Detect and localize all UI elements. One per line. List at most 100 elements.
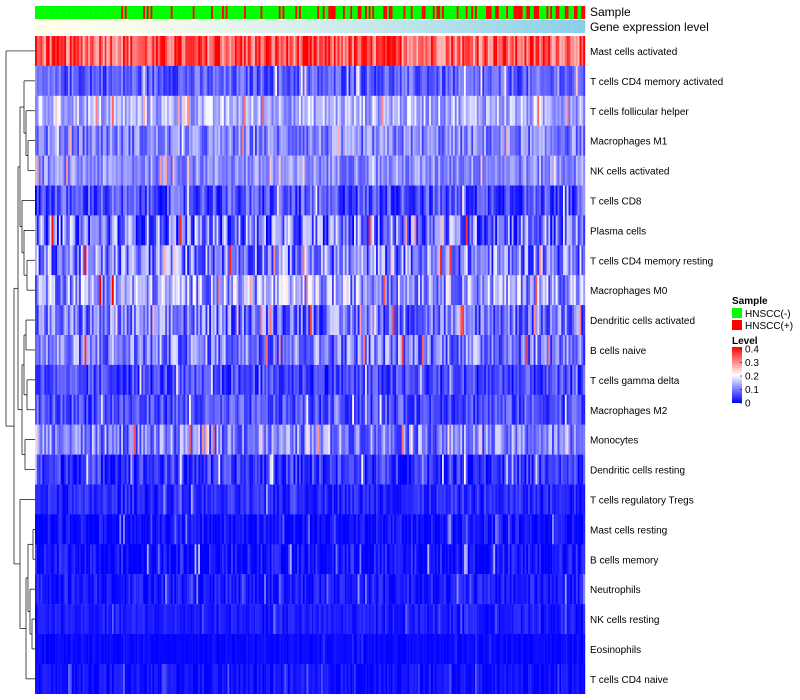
sample-annotation-cell bbox=[245, 6, 248, 19]
heatmap-cell bbox=[511, 65, 514, 96]
heatmap-cell bbox=[245, 364, 248, 395]
sample-annotation-cell bbox=[414, 6, 417, 19]
heatmap-cell bbox=[141, 125, 144, 156]
heatmap-cell bbox=[557, 335, 560, 366]
expression-annotation-cell bbox=[498, 20, 501, 33]
heatmap-cell bbox=[427, 185, 430, 216]
heatmap-cell bbox=[570, 215, 573, 246]
heatmap-cell bbox=[429, 125, 432, 156]
heatmap-cell bbox=[280, 155, 283, 186]
heatmap-cell bbox=[478, 215, 481, 246]
expression-annotation-cell bbox=[216, 20, 219, 33]
heatmap-cell bbox=[49, 95, 52, 126]
heatmap-cell bbox=[442, 125, 445, 156]
heatmap-cell bbox=[110, 305, 113, 336]
expression-annotation-cell bbox=[361, 20, 364, 33]
heatmap-cell bbox=[234, 185, 237, 216]
sample-annotation-cell bbox=[440, 6, 443, 19]
heatmap-cell bbox=[102, 424, 105, 455]
heatmap-cell bbox=[399, 36, 402, 67]
expression-annotation-cell bbox=[240, 20, 243, 33]
heatmap-cell bbox=[260, 155, 263, 186]
heatmap-cell bbox=[271, 275, 274, 306]
sample-annotation-cell bbox=[526, 6, 529, 19]
heatmap-cell bbox=[559, 36, 562, 67]
heatmap-cell bbox=[181, 394, 184, 425]
heatmap-cell bbox=[387, 155, 390, 186]
heatmap-cell bbox=[244, 394, 247, 425]
heatmap-cell bbox=[123, 125, 126, 156]
heatmap-cell bbox=[405, 125, 408, 156]
sample-annotation-cell bbox=[421, 6, 424, 19]
heatmap-cell bbox=[482, 95, 485, 126]
heatmap-cell bbox=[449, 424, 452, 455]
heatmap-cell bbox=[273, 364, 276, 395]
heatmap-cell bbox=[40, 125, 43, 156]
heatmap-cell bbox=[167, 454, 170, 485]
sample-annotation-cell bbox=[38, 6, 41, 19]
heatmap-cell bbox=[506, 245, 509, 276]
sample-annotation-cell bbox=[167, 6, 170, 19]
heatmap-cell bbox=[297, 155, 300, 186]
heatmap-cell bbox=[295, 305, 298, 336]
heatmap-cell bbox=[539, 185, 542, 216]
heatmap-cell bbox=[207, 305, 210, 336]
heatmap-cell bbox=[157, 95, 160, 126]
heatmap-cell bbox=[86, 185, 89, 216]
heatmap-cell bbox=[553, 125, 556, 156]
heatmap-cell bbox=[275, 185, 278, 216]
heatmap-cell bbox=[115, 245, 118, 276]
heatmap-cell bbox=[374, 155, 377, 186]
heatmap-cell bbox=[407, 424, 410, 455]
heatmap-cell bbox=[478, 155, 481, 186]
heatmap-cell bbox=[354, 275, 357, 306]
heatmap-cell bbox=[376, 215, 379, 246]
heatmap-cell bbox=[515, 275, 518, 306]
heatmap-cell bbox=[341, 424, 344, 455]
heatmap-cell bbox=[557, 95, 560, 126]
heatmap-cell bbox=[93, 155, 96, 186]
heatmap-cell bbox=[577, 394, 580, 425]
heatmap-cell bbox=[550, 394, 553, 425]
expression-annotation-cell bbox=[539, 20, 542, 33]
heatmap-cell bbox=[161, 245, 164, 276]
heatmap-cell bbox=[170, 394, 173, 425]
heatmap-cell bbox=[79, 454, 82, 485]
heatmap-cell bbox=[203, 36, 206, 67]
heatmap-cell bbox=[299, 155, 302, 186]
heatmap-cell bbox=[368, 305, 371, 336]
heatmap-cell bbox=[238, 185, 241, 216]
heatmap-cell bbox=[519, 364, 522, 395]
heatmap-cell bbox=[508, 275, 511, 306]
sample-annotation-cell bbox=[115, 6, 118, 19]
heatmap-cell bbox=[315, 394, 318, 425]
expression-annotation-cell bbox=[205, 20, 208, 33]
heatmap-cell bbox=[51, 305, 54, 336]
heatmap-cell bbox=[143, 275, 146, 306]
heatmap-cell bbox=[337, 305, 340, 336]
heatmap-cell bbox=[91, 245, 94, 276]
heatmap-cell bbox=[427, 65, 430, 96]
heatmap-cell bbox=[168, 394, 171, 425]
heatmap-cell bbox=[134, 305, 137, 336]
heatmap-cell bbox=[346, 36, 349, 67]
heatmap-cell bbox=[168, 335, 171, 366]
heatmap-cell bbox=[363, 424, 366, 455]
heatmap-cell bbox=[464, 215, 467, 246]
expression-annotation-cell bbox=[128, 20, 131, 33]
heatmap-cell bbox=[385, 65, 388, 96]
heatmap-cell bbox=[152, 275, 155, 306]
heatmap-cell bbox=[465, 394, 468, 425]
heatmap-cell bbox=[537, 36, 540, 67]
heatmap-cell bbox=[542, 36, 545, 67]
heatmap-cell bbox=[130, 215, 133, 246]
heatmap-cell bbox=[487, 155, 490, 186]
heatmap-cell bbox=[449, 364, 452, 395]
heatmap-cell bbox=[137, 305, 140, 336]
heatmap-cell bbox=[456, 275, 459, 306]
heatmap-cell bbox=[445, 65, 448, 96]
heatmap-cell bbox=[359, 424, 362, 455]
heatmap-cell bbox=[154, 335, 157, 366]
heatmap-cell bbox=[110, 125, 113, 156]
heatmap-cell bbox=[304, 185, 307, 216]
